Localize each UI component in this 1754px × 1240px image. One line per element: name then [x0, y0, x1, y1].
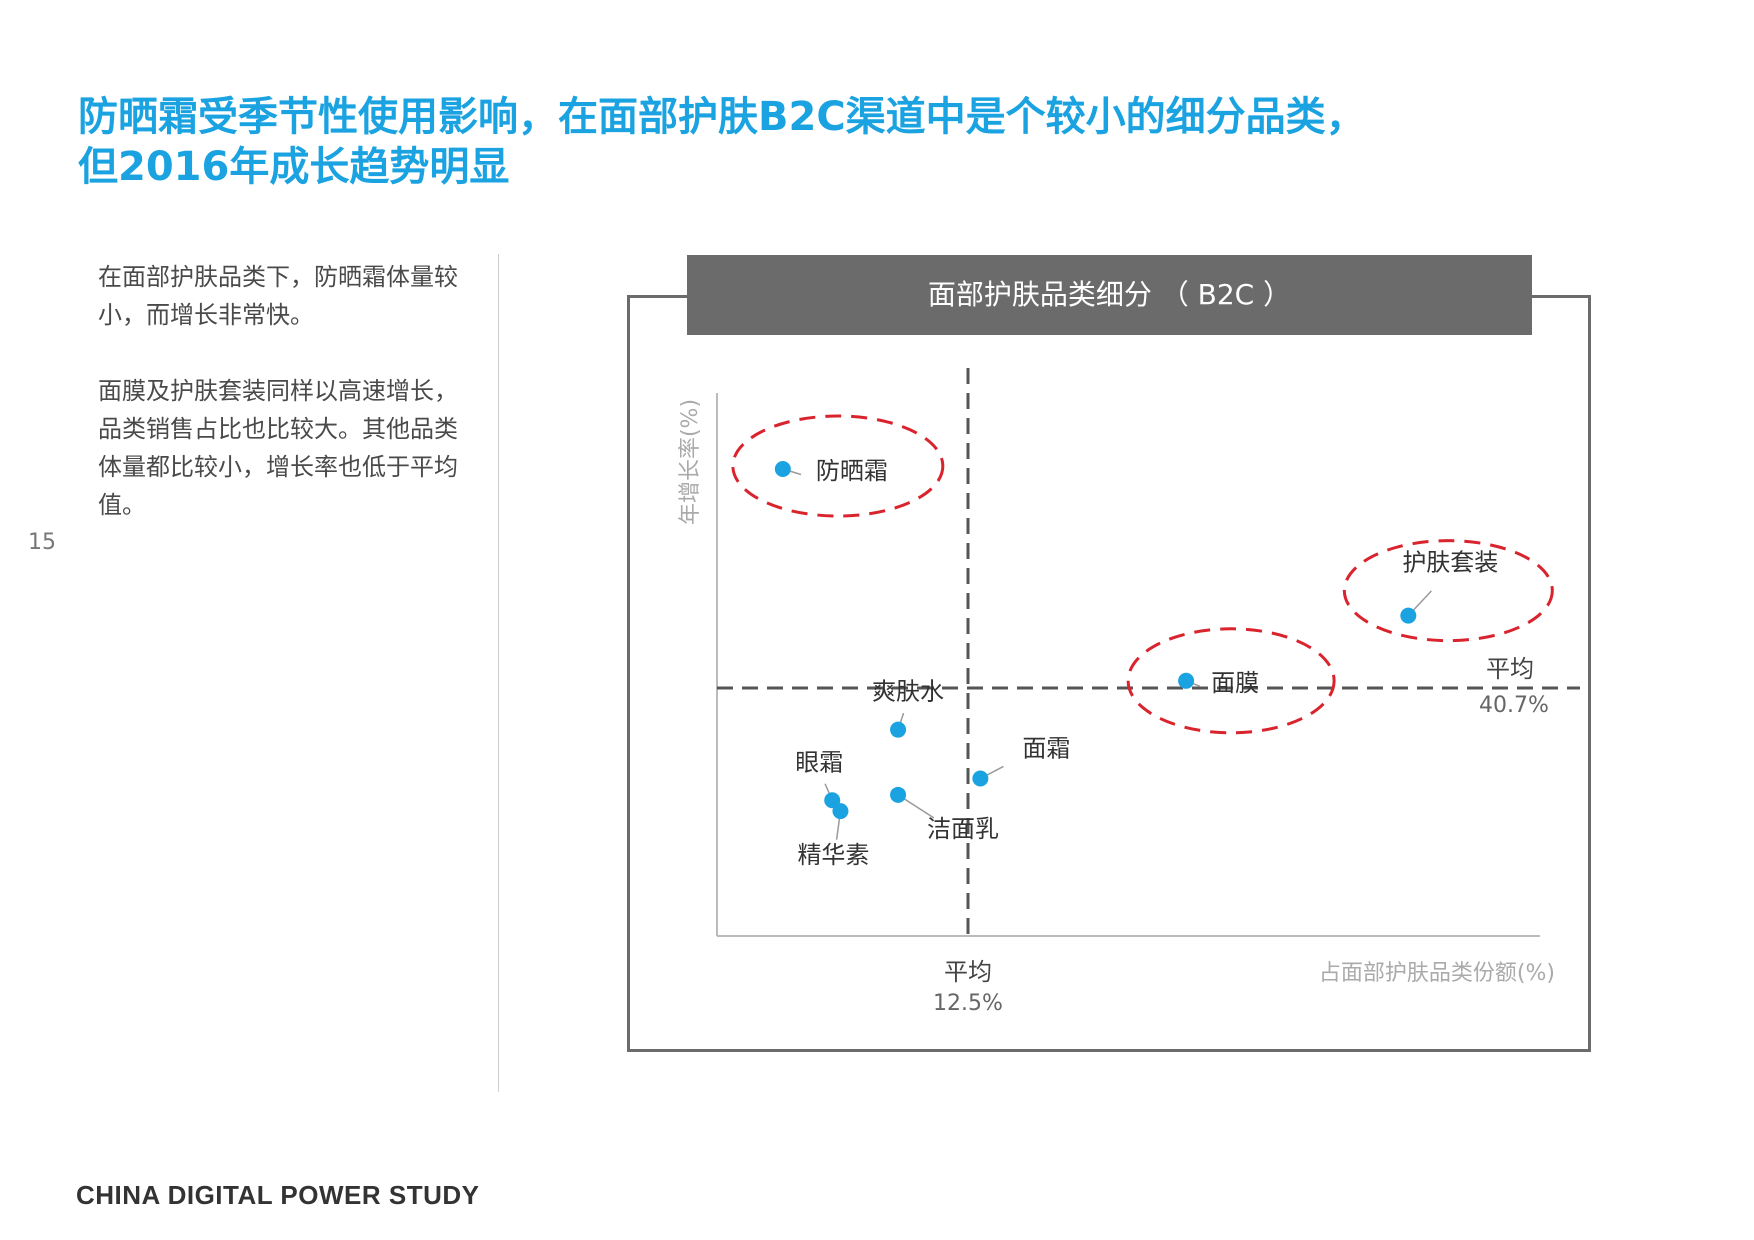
data-point-4 [972, 770, 989, 787]
vertical-divider [498, 254, 499, 1092]
avg-y-label: 平均 [1486, 655, 1534, 683]
sidebar-paragraph-2: 面膜及护肤套装同样以高速增长，品类销售占比也比较大。其他品类体量都比较小，增长率… [98, 377, 458, 519]
avg-x-label: 平均 [944, 958, 992, 986]
page-title-line2: 但2016年成长趋势明显 [78, 144, 510, 190]
data-point-0 [774, 461, 791, 478]
page-title-line1: 防晒霜受季节性使用影响，在面部护肤B2C渠道中是个较小的细分品类， [78, 94, 1366, 140]
chart-title: 面部护肤品类细分 （ B2C ） [687, 255, 1532, 335]
sidebar-paragraph-1: 在面部护肤品类下，防晒霜体量较小，而增长非常快。 [98, 263, 458, 329]
avg-y-value: 40.7% [1479, 693, 1549, 718]
highlight-ellipse-1 [1342, 539, 1554, 643]
footer-brand: CHINA DIGITAL POWER STUDY [76, 1180, 480, 1210]
point-label-1: 护肤套装 [1402, 549, 1498, 577]
data-point-3 [890, 721, 907, 738]
point-label-6: 洁面乳 [927, 815, 999, 843]
point-label-2: 面膜 [1211, 669, 1259, 697]
highlight-ellipse-2 [1126, 627, 1336, 735]
data-point-6 [890, 786, 907, 803]
point-label-7: 精华素 [797, 841, 869, 869]
sidebar-text: 在面部护肤品类下，防晒霜体量较小，而增长非常快。 面膜及护肤套装同样以高速增长，… [98, 258, 458, 562]
point-label-3: 爽肤水 [872, 678, 944, 706]
point-label-5: 眼霜 [795, 748, 843, 776]
x-axis-label: 占面部护肤品类份额(%) [1319, 961, 1555, 986]
data-point-5 [824, 792, 841, 809]
point-label-0: 防晒霜 [816, 457, 888, 485]
data-point-2 [1178, 672, 1195, 689]
data-point-7 [832, 803, 849, 820]
highlight-ellipse-0 [731, 414, 945, 518]
avg-x-value: 12.5% [933, 991, 1003, 1016]
page-number: 15 [28, 530, 56, 555]
point-label-4: 面霜 [1022, 735, 1070, 763]
data-point-1 [1400, 607, 1417, 624]
y-axis-label: 年增长率(%) [678, 399, 703, 525]
page-title: 防晒霜受季节性使用影响，在面部护肤B2C渠道中是个较小的细分品类， 但2016年… [78, 92, 1478, 192]
